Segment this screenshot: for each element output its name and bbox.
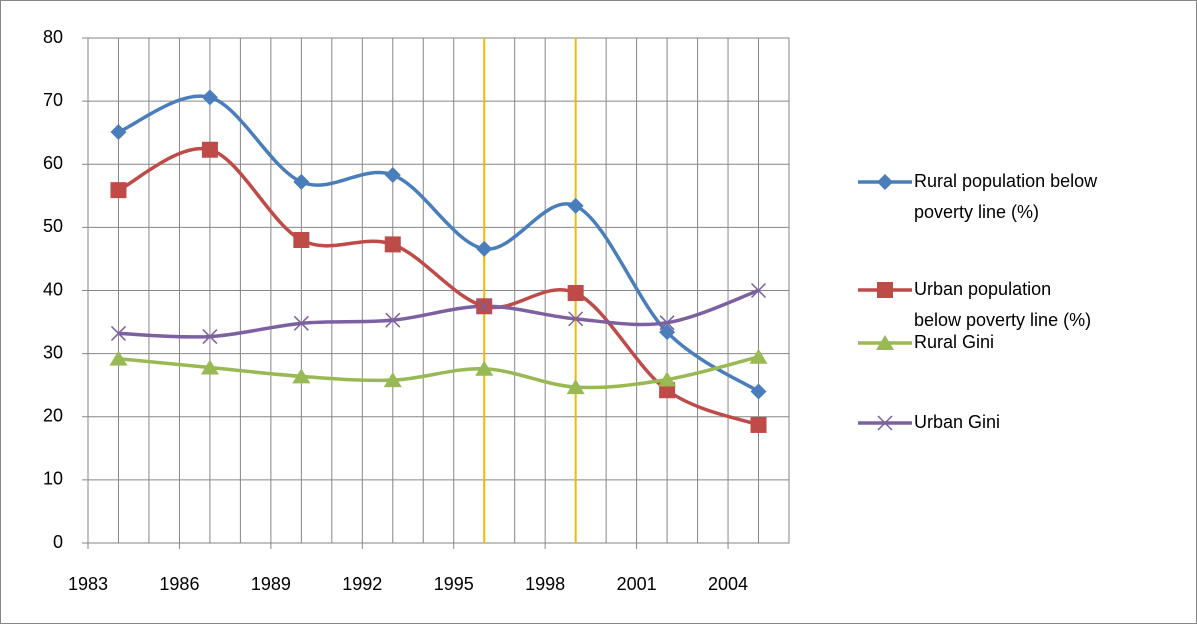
marker <box>567 285 584 302</box>
legend-entry: Urban Gini <box>856 407 1099 438</box>
marker <box>876 335 894 350</box>
marker <box>566 379 585 395</box>
legend-entry: Rural Gini <box>856 327 1099 358</box>
marker <box>385 312 401 328</box>
marker <box>659 324 676 341</box>
legend-swatch <box>858 335 912 350</box>
legend-swatch <box>858 415 912 431</box>
x-tick-label: 2001 <box>617 574 657 594</box>
marker <box>749 348 768 364</box>
marker <box>383 372 402 388</box>
x-tick-label: 1992 <box>342 574 382 594</box>
marker <box>200 359 219 375</box>
marker <box>109 350 128 366</box>
x-tick-label: 1983 <box>68 574 108 594</box>
marker <box>567 197 584 214</box>
marker <box>110 182 127 199</box>
marker <box>110 124 127 141</box>
y-tick-label: 10 <box>43 469 63 489</box>
series-line <box>118 355 759 390</box>
y-tick-label: 70 <box>43 90 63 110</box>
marker <box>475 360 494 376</box>
legend-label: Rural Gini <box>914 332 995 352</box>
legend-swatch <box>858 282 912 298</box>
y-tick-label: 50 <box>43 216 63 236</box>
marker <box>568 311 584 327</box>
x-tick-label: 1989 <box>251 574 291 594</box>
marker <box>293 232 310 248</box>
marker <box>292 368 311 384</box>
x-tick-label: 1995 <box>434 574 474 594</box>
y-tick-label: 20 <box>43 406 63 426</box>
series-line <box>118 288 760 339</box>
marker <box>750 282 767 299</box>
legend-swatch <box>858 174 912 190</box>
marker <box>201 89 218 106</box>
x-tick-label: 2004 <box>708 574 748 594</box>
y-tick-label: 60 <box>43 153 63 173</box>
marker <box>476 240 493 257</box>
marker <box>384 166 401 183</box>
legend-entry: Rural population below poverty line (%) <box>856 166 1099 228</box>
marker <box>202 329 218 345</box>
y-tick-label: 0 <box>53 532 63 552</box>
y-tick-label: 30 <box>43 342 63 362</box>
y-tick-label: 80 <box>43 27 63 47</box>
marker <box>110 325 127 341</box>
legend-entry: Urban population below poverty line (%) <box>856 274 1099 336</box>
legend-label: Urban population below poverty line (%) <box>914 279 1092 330</box>
plot-border <box>87 37 790 544</box>
marker <box>293 315 309 331</box>
marker <box>877 174 893 190</box>
marker <box>476 298 492 314</box>
marker <box>201 141 218 158</box>
marker <box>658 371 677 387</box>
x-tick-label: 1998 <box>525 574 565 594</box>
y-tick-label: 40 <box>43 279 63 299</box>
marker <box>877 415 893 431</box>
marker <box>877 282 893 298</box>
marker <box>750 416 767 433</box>
marker <box>384 236 401 253</box>
legend-label: Urban Gini <box>914 412 1001 432</box>
marker <box>659 315 675 331</box>
legend-label: Rural population below poverty line (%) <box>914 171 1098 222</box>
marker <box>293 173 310 190</box>
marker <box>750 383 767 400</box>
x-tick-label: 1986 <box>159 574 199 594</box>
series-line <box>117 94 760 393</box>
